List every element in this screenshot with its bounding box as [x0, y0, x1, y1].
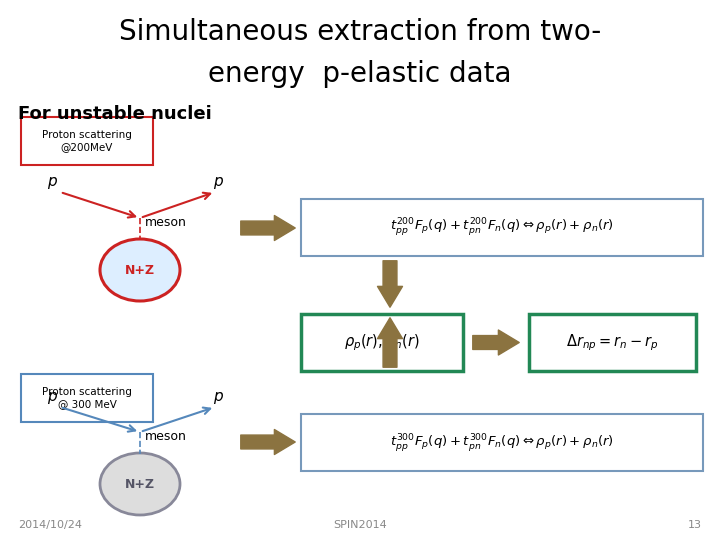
FancyBboxPatch shape — [301, 199, 703, 256]
Text: $t_{pp}^{200}F_p(q)+t_{pn}^{200}F_n(q)\Leftrightarrow \rho_p(r)+\rho_n(r)$: $t_{pp}^{200}F_p(q)+t_{pn}^{200}F_n(q)\L… — [390, 217, 614, 239]
Text: p: p — [213, 389, 222, 404]
Text: p: p — [48, 389, 57, 404]
Text: p: p — [213, 174, 222, 189]
Text: meson: meson — [145, 430, 187, 443]
Text: Proton scattering
@ 300 MeV: Proton scattering @ 300 MeV — [42, 387, 132, 409]
Text: Proton scattering
@200MeV: Proton scattering @200MeV — [42, 130, 132, 152]
Text: SPIN2014: SPIN2014 — [333, 520, 387, 530]
Text: p: p — [48, 174, 57, 189]
Text: $\rho_p(r),\rho_n(r)$: $\rho_p(r),\rho_n(r)$ — [344, 332, 420, 353]
FancyBboxPatch shape — [301, 314, 463, 371]
Text: 13: 13 — [688, 520, 702, 530]
Text: N+Z: N+Z — [125, 477, 155, 490]
Text: energy  p-elastic data: energy p-elastic data — [208, 60, 512, 88]
Text: $t_{pp}^{300}F_p(q)+t_{pn}^{300}F_n(q)\Leftrightarrow \rho_p(r)+\rho_n(r)$: $t_{pp}^{300}F_p(q)+t_{pn}^{300}F_n(q)\L… — [390, 431, 614, 454]
FancyBboxPatch shape — [21, 374, 153, 422]
FancyBboxPatch shape — [529, 314, 696, 371]
Ellipse shape — [100, 453, 180, 515]
Text: meson: meson — [145, 217, 187, 230]
Text: For unstable nuclei: For unstable nuclei — [18, 105, 212, 123]
Text: Simultaneous extraction from two-: Simultaneous extraction from two- — [119, 18, 601, 46]
FancyBboxPatch shape — [301, 414, 703, 471]
Ellipse shape — [100, 239, 180, 301]
Text: N+Z: N+Z — [125, 264, 155, 276]
FancyBboxPatch shape — [21, 117, 153, 165]
Text: $\Delta r_{np}=r_n-r_p$: $\Delta r_{np}=r_n-r_p$ — [567, 332, 659, 353]
Text: 2014/10/24: 2014/10/24 — [18, 520, 82, 530]
